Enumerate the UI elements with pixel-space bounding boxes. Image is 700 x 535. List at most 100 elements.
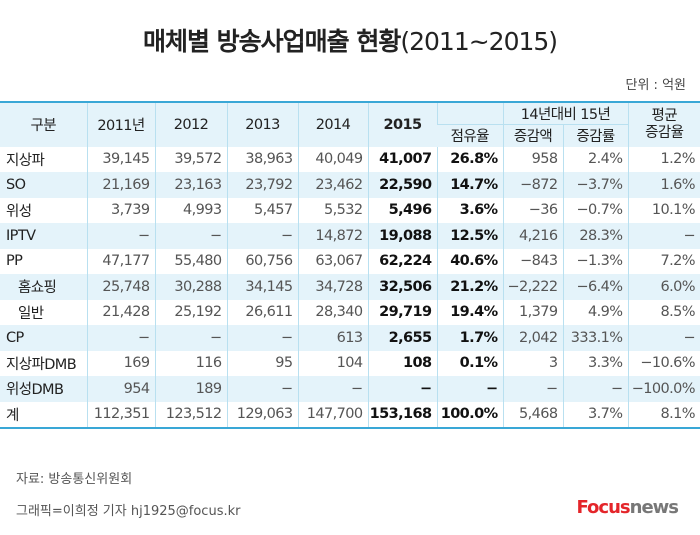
table-cell: 40.6%: [436, 248, 503, 274]
table-cell: −843: [502, 248, 563, 274]
table-cell: 25,192: [154, 299, 227, 325]
table-row: 지상파DMB 169 116 95 104 108 0.1% 3 3.3% −10.6%: [0, 350, 700, 376]
table-cell: −2,222: [502, 274, 563, 300]
table-cell: −: [226, 223, 298, 249]
title-years: (2011~2015): [400, 27, 558, 56]
table-cell: −10.6%: [627, 350, 700, 376]
table-cell: 4.9%: [562, 299, 628, 325]
focusnews-logo: Focusnews: [576, 497, 679, 518]
table-row: 계 112,351 123,512 129,063 147,700 153,168 100.…: [0, 401, 700, 428]
header-diff-amount: 증감액: [502, 124, 563, 147]
table-cell: 12.5%: [436, 223, 503, 249]
header-avg-rate: 평균 증감율: [627, 102, 700, 147]
table-cell: 123,512: [154, 401, 227, 428]
table-cell: 23,792: [226, 172, 298, 198]
table-cell: 34,145: [226, 274, 298, 300]
table-cell: 38,963: [226, 146, 298, 172]
table-cell: 14.7%: [436, 172, 503, 198]
table-cell: 5,496: [367, 197, 437, 223]
table-cell: −: [154, 325, 227, 351]
table-cell: 169: [86, 350, 155, 376]
table-cell: −872: [502, 172, 563, 198]
table-cell: −: [86, 325, 155, 351]
table-cell: 954: [86, 376, 155, 402]
table-cell: 28.3%: [562, 223, 628, 249]
table-cell: −36: [502, 197, 563, 223]
table-row: PP 47,177 55,480 60,756 63,067 62,224 40.6% −84…: [0, 248, 700, 274]
table-row: IPTV − − −14,872 19,088 12.5% 4,216 28.3% −: [0, 223, 700, 249]
table-cell: 8.5%: [627, 299, 700, 325]
header-2015: 2015: [367, 102, 437, 147]
table-cell: 3.6%: [436, 197, 503, 223]
table-cell: −3.7%: [562, 172, 628, 198]
table-cell: 19,088: [367, 223, 437, 249]
table-cell: −: [297, 376, 368, 402]
page-title: 매체별 방송사업매출 현황(2011~2015): [0, 22, 700, 58]
table-cell: 112,351: [86, 401, 155, 428]
table-row: 위성 3,739 4,993 5,457 5,532 5,496 3.6% −36 −0.7% 1…: [0, 197, 700, 223]
table-cell: 14,872: [297, 223, 368, 249]
table-cell: 21,169: [86, 172, 155, 198]
table-cell: 25,748: [86, 274, 155, 300]
table-cell: 19.4%: [436, 299, 503, 325]
table-cell: −: [436, 376, 503, 402]
title-text: 매체별 방송사업매출 현황: [142, 27, 401, 56]
table-cell: 1.7%: [436, 325, 503, 351]
table-cell: 108: [367, 350, 437, 376]
table-cell: 39,572: [154, 146, 227, 172]
table-row: 위성DMB 954 189− − − − − − −100.0%: [0, 376, 700, 402]
header-2012: 2012: [154, 102, 227, 147]
table-row: 일반 21,428 25,192 26,611 28,340 29,719 19.4% 1,3…: [0, 299, 700, 325]
table-cell: 958: [502, 146, 563, 172]
table-cell: 1.2%: [627, 146, 700, 172]
table-row: SO 21,169 23,163 23,792 23,462 22,590 14.7% −87…: [0, 172, 700, 198]
table-cell: −: [562, 376, 628, 402]
revenue-table: 구분 2011년 2012 2013 2014 2015 14년대비 15년 평…: [0, 101, 700, 429]
logo-news: news: [629, 497, 679, 518]
row-label: IPTV: [0, 223, 87, 249]
table-cell: 30,288: [154, 274, 227, 300]
row-label: SO: [0, 172, 87, 198]
table-cell: −: [86, 223, 155, 249]
table-cell: 26,611: [226, 299, 298, 325]
table-cell: −6.4%: [562, 274, 628, 300]
header-2011: 2011년: [86, 102, 155, 147]
table-cell: 34,728: [297, 274, 368, 300]
table-cell: 333.1%: [562, 325, 628, 351]
table-cell: 129,063: [226, 401, 298, 428]
table-cell: −100.0%: [627, 376, 700, 402]
table-cell: 5,468: [502, 401, 563, 428]
table-cell: 23,163: [154, 172, 227, 198]
table-cell: −: [226, 376, 298, 402]
table-cell: 2.4%: [562, 146, 628, 172]
row-label: 지상파: [6, 152, 45, 169]
logo-focus: Focus: [576, 497, 630, 518]
table-cell: 41,007: [367, 146, 437, 172]
table-cell: 26.8%: [436, 146, 503, 172]
table-cell: 100.0%: [436, 401, 503, 428]
table-cell: −: [154, 223, 227, 249]
table-cell: −: [627, 223, 700, 249]
table-cell: 3.3%: [562, 350, 628, 376]
header-blank: [436, 102, 503, 125]
table-cell: 21,428: [86, 299, 155, 325]
table-cell: 104: [297, 350, 368, 376]
table-cell: 2,655: [367, 325, 437, 351]
table-cell: 6.0%: [627, 274, 700, 300]
table-cell: 4,216: [502, 223, 563, 249]
row-label: 홈쇼핑: [0, 274, 87, 300]
table-cell: 95: [226, 350, 298, 376]
table-cell: 0.1%: [436, 350, 503, 376]
table-cell: 28,340: [297, 299, 368, 325]
table-cell: 60,756: [226, 248, 298, 274]
table-row: 지상파 39,145 39,572 38,963 40,049 41,007 26.8% 95…: [0, 146, 700, 172]
table-cell: −1.3%: [562, 248, 628, 274]
header-2013: 2013: [226, 102, 298, 147]
row-label: 일반: [18, 305, 44, 322]
table-cell: 3.7%: [562, 401, 628, 428]
table-cell: 39,145: [86, 146, 155, 172]
table-cell: 3: [502, 350, 563, 376]
table-cell: 2,042: [502, 325, 563, 351]
table-cell: 8.1%: [627, 401, 700, 428]
table-cell: 189: [154, 376, 227, 402]
